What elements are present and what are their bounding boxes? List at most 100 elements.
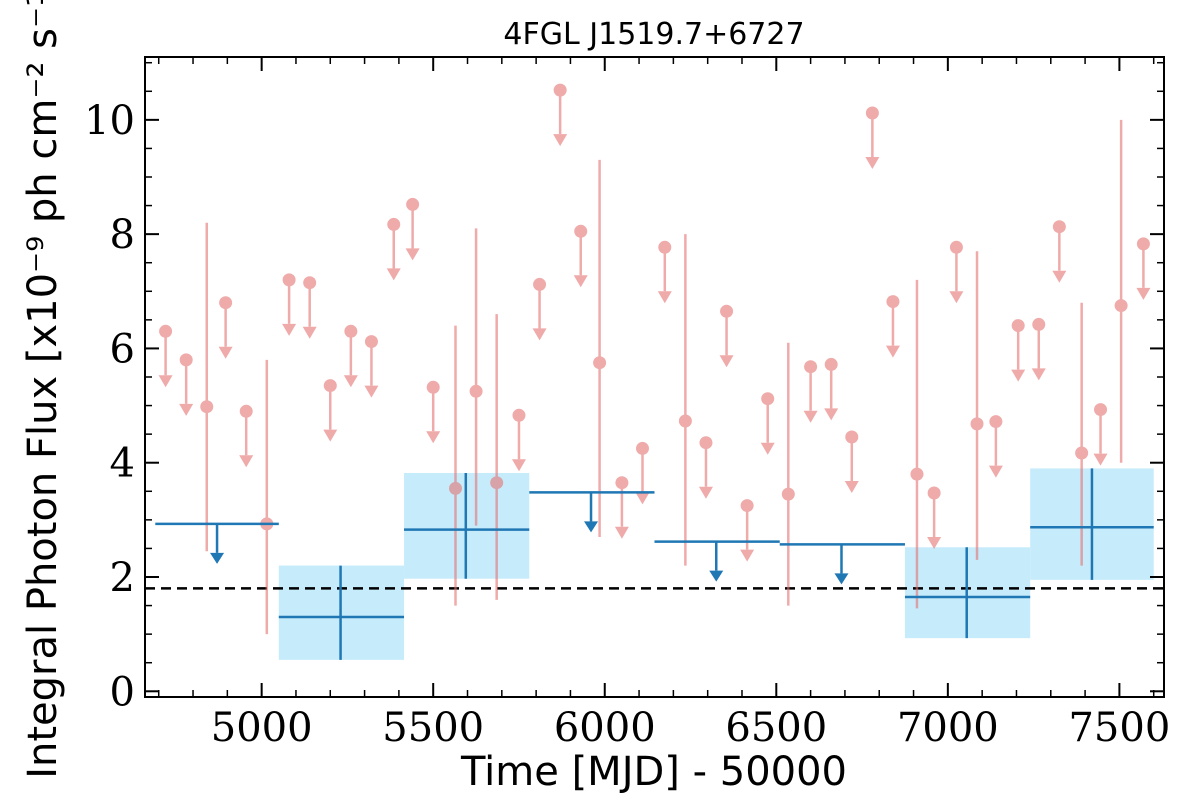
monthly-upper-limit-point [282,273,296,287]
monthly-detection [970,251,984,560]
upper-limit-head [282,323,297,336]
upper-limit-head [573,275,588,288]
monthly-upper-limit [179,353,194,416]
monthly-upper-limit [426,380,441,444]
monthly-point [593,356,607,370]
upper-limit-head [179,403,194,416]
yearly-detection [278,565,405,660]
monthly-upper-limit-point [804,360,818,374]
monthly-upper-limit [949,240,964,304]
monthly-upper-limit-point [1032,317,1046,331]
upper-limit-head [323,429,338,442]
monthly-upper-limit-point [387,217,401,231]
monthly-upper-limit [386,217,401,281]
monthly-upper-limit-point [574,224,588,238]
yearly-limit-head [584,521,599,533]
monthly-upper-limit-point [426,380,440,394]
monthly-upper-limit-point [553,83,567,97]
monthly-point [449,481,463,495]
monthly-point [781,487,795,501]
monthly-upper-limit [885,295,900,358]
plot-area: 5000 5500 6000 6500 7000 7500 0 2 4 6 8 10 [84,57,1170,751]
monthly-point [490,476,504,490]
monthly-upper-limit-point [219,296,233,310]
monthly-upper-limit [844,430,859,493]
monthly-detection [593,159,607,537]
upper-limit-head [949,291,964,304]
monthly-upper-limit-point [179,353,193,367]
monthly-point [910,467,924,481]
upper-limit-head [1136,287,1151,300]
monthly-upper-limit-point [658,240,672,254]
upper-limit-head [844,481,859,493]
upper-limit-head [426,431,441,444]
upper-limit-head [302,326,317,339]
upper-limit-head [614,526,629,539]
yearly-limit-head [210,552,225,564]
monthly-point [1075,446,1089,460]
x-tick-label: 5000 [211,705,313,751]
monthly-upper-limit [158,324,173,388]
y-axis-label: Integral Photon Flux [x10⁻⁹ ph cm⁻² s⁻¹] [20,0,66,779]
monthly-upper-limit [532,277,547,341]
monthly-detection [469,228,483,526]
yearly-limit-head [834,573,849,585]
monthly-point [678,414,692,428]
monthly-upper-limit [1136,237,1151,300]
monthly-upper-limit-point [512,408,526,422]
monthly-upper-limit-point [344,324,358,338]
monthly-upper-limit [218,296,233,359]
yearly-upper-limit [654,540,780,582]
monthly-upper-limit [364,335,379,398]
monthly-upper-limit-point [615,476,629,490]
monthly-upper-limit-point [364,335,378,349]
monthly-upper-limit [323,379,338,442]
upper-limit-head [405,248,420,261]
y-tick-label: 0 [110,669,135,715]
upper-limit-head [1093,453,1108,466]
chart-title: 4FGL J1519.7+6727 [503,17,804,52]
x-tick-label: 5500 [382,705,484,751]
upper-limit-head [927,537,942,549]
y-tick-label: 6 [110,326,135,372]
plot-frame [144,56,1165,698]
upper-limit-head [511,459,526,472]
monthly-upper-limit-point [699,436,713,450]
monthly-upper-limit-point [845,430,859,444]
monthly-upper-limit [1093,403,1108,466]
monthly-detection [449,325,463,606]
monthly-upper-limit-point [239,404,253,418]
monthly-upper-limit [405,197,420,261]
monthly-upper-limit-point [1136,237,1150,251]
monthly-upper-limit-point [720,304,734,318]
yearly-detection [404,473,530,579]
monthly-detection [678,234,692,566]
upper-limit-head [740,549,755,562]
y-tick-label: 2 [110,555,135,601]
upper-limit-head [343,375,358,388]
monthly-upper-limit [1052,220,1067,283]
monthly-upper-limit-point [761,392,775,406]
monthly-point [469,384,483,398]
monthly-upper-limit [302,276,317,339]
monthly-upper-limit-point [159,324,173,338]
upper-limit-head [1011,369,1026,382]
monthly-upper-limit [698,436,713,499]
upper-limit-head [698,486,713,499]
monthly-upper-limit-point [824,357,838,371]
monthly-upper-limit [573,224,588,288]
monthly-upper-limit [282,273,297,336]
upper-limit-head [760,442,775,455]
upper-limit-head [532,328,547,341]
x-tick-label: 6500 [725,705,827,751]
upper-limit-head [657,291,672,304]
monthly-upper-limit-point [927,486,941,500]
monthly-point [200,400,214,414]
monthly-upper-limit-point [1052,220,1066,234]
x-axis-label: Time [MJD] - 50000 [460,749,847,795]
y-tick-label: 10 [84,98,135,144]
monthly-upper-limit-point [949,240,963,254]
monthly-upper-limit-point [740,499,754,513]
yearly-upper-limit [779,543,905,585]
yearly-limit-head [709,570,724,582]
